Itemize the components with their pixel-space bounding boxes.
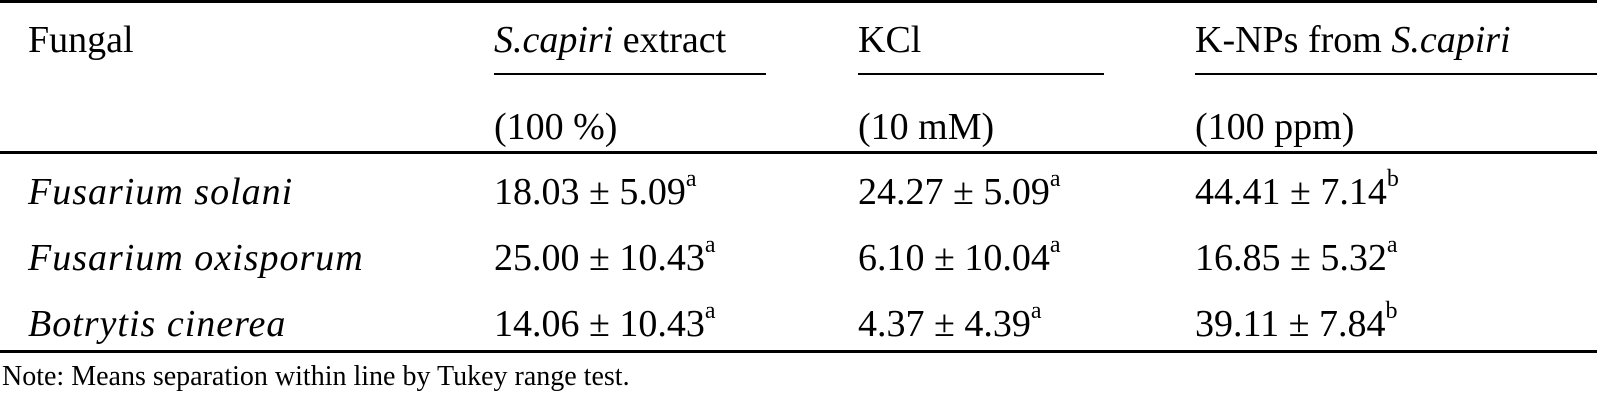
- table-cell-extract: 25.00 ± 10.43a: [494, 233, 716, 280]
- header-knps-label: K-NPs from: [1195, 19, 1392, 61]
- header-extract: S.capiri extract: [494, 18, 726, 62]
- cell-superscript: b: [1386, 166, 1399, 192]
- header-knps-species: S.capiri: [1391, 19, 1511, 61]
- cell-value: 18.03 ± 5.09: [494, 171, 686, 213]
- header-extract-label: extract: [613, 19, 727, 61]
- table-cell-knps: 16.85 ± 5.32a: [1195, 233, 1398, 280]
- table-bottom-rule: [0, 350, 1597, 353]
- cell-value: 44.41 ± 7.14: [1195, 171, 1387, 213]
- table-top-rule: [0, 0, 1597, 3]
- cell-value: 24.27 ± 5.09: [858, 171, 1050, 213]
- header-knps-unit: (100 ppm): [1195, 106, 1355, 148]
- header-extract-unit: (100 %): [494, 106, 618, 148]
- header-knps: K-NPs from S.capiri: [1195, 18, 1511, 62]
- header-extract-species: S.capiri: [494, 19, 614, 61]
- table-cell-knps: 39.11 ± 7.84b: [1195, 299, 1397, 346]
- cell-value: 39.11 ± 7.84: [1195, 303, 1386, 345]
- cell-value: 25.00 ± 10.43: [494, 237, 705, 279]
- cell-superscript: a: [1386, 232, 1398, 258]
- table-cell-knps: 44.41 ± 7.14b: [1195, 167, 1399, 214]
- table-cell-kcl: 6.10 ± 10.04a: [858, 233, 1061, 280]
- cell-superscript: a: [1049, 166, 1061, 192]
- header-kcl-underline: [858, 73, 1104, 75]
- table-row-fungal: Botrytis cinerea: [28, 303, 287, 345]
- cell-superscript: a: [1049, 232, 1061, 258]
- cell-superscript: a: [704, 298, 716, 324]
- header-fungal: Fungal: [28, 19, 134, 61]
- table-cell-kcl: 24.27 ± 5.09a: [858, 167, 1061, 214]
- header-kcl-unit: (10 mM): [858, 106, 995, 148]
- cell-superscript: a: [685, 166, 697, 192]
- cell-superscript: a: [704, 232, 716, 258]
- cell-value: 6.10 ± 10.04: [858, 237, 1050, 279]
- table-header-rule: [0, 151, 1597, 154]
- table-row-fungal: Fusarium oxisporum: [28, 237, 364, 279]
- cell-superscript: a: [1030, 298, 1042, 324]
- cell-value: 16.85 ± 5.32: [1195, 237, 1387, 279]
- table-cell-kcl: 4.37 ± 4.39a: [858, 299, 1042, 346]
- table-note: Note: Means separation within line by Tu…: [2, 361, 630, 392]
- table-cell-extract: 18.03 ± 5.09a: [494, 167, 697, 214]
- cell-value: 14.06 ± 10.43: [494, 303, 705, 345]
- table-cell-extract: 14.06 ± 10.43a: [494, 299, 716, 346]
- cell-superscript: b: [1385, 298, 1398, 324]
- table-row-fungal: Fusarium solani: [28, 171, 294, 213]
- header-knps-underline: [1195, 73, 1597, 75]
- cell-value: 4.37 ± 4.39: [858, 303, 1031, 345]
- header-kcl: KCl: [858, 19, 922, 61]
- header-extract-underline: [494, 73, 766, 75]
